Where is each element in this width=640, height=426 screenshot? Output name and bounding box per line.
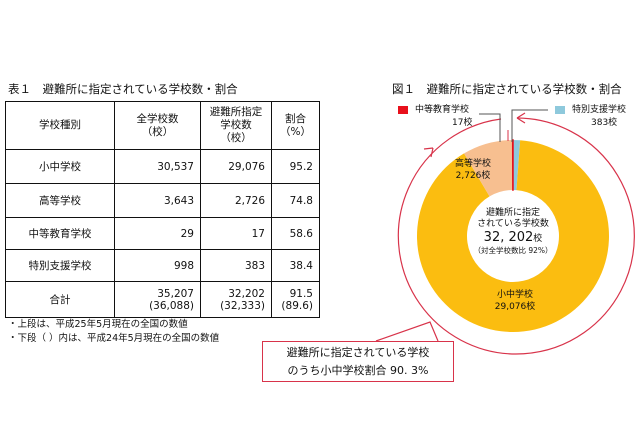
header-total: 全学校数 （校） xyxy=(114,101,201,150)
header-ratio: 割合 （%） xyxy=(271,101,320,150)
header-designated: 避難所指定 学校数 （校） xyxy=(200,101,272,150)
center-label: 避難所に指定 されている学校数 32, 202校 （対全学校数比 92%） xyxy=(473,208,553,255)
note-2: ・下段（ ）内は、平成24年5月現在の全国の数値 xyxy=(8,333,220,344)
table-row: 中等教育学校 29 17 58.6 xyxy=(5,217,320,250)
donut-slice-0 xyxy=(513,140,521,191)
note-1: ・上段は、平成25年5月現在の全国の数値 xyxy=(8,319,188,330)
ratio-arc xyxy=(397,117,635,355)
table-row: 小中学校 30,537 29,076 95.2 xyxy=(5,149,320,184)
label-shochu: 小中学校 29,076校 xyxy=(494,290,536,312)
leader-chuto xyxy=(479,113,501,142)
leader-tokubetsu xyxy=(511,109,548,142)
label-tokubetsu-name: 特別支援学校 xyxy=(572,105,627,115)
legend-swatch-tokubetsu xyxy=(555,106,565,114)
chart-title: 図１ 避難所に指定されている学校数・割合 xyxy=(392,82,622,96)
label-chuto-name: 中等教育学校 xyxy=(415,105,470,115)
table-title: 表１ 避難所に指定されている学校数・割合 xyxy=(8,82,238,96)
legend-swatch-chuto xyxy=(398,106,408,114)
arc-arrowhead-right xyxy=(516,112,526,124)
donut-slice-2 xyxy=(464,140,513,197)
header-type: 学校種別 xyxy=(5,101,115,150)
table-header-row: 学校種別 全学校数 （校） 避難所指定 学校数 （校） 割合 （%） xyxy=(5,101,320,150)
donut-slice-1 xyxy=(416,140,609,333)
label-chuto-value: 17校 xyxy=(452,118,473,128)
table-total-row: 合計 35,207 (36,088) 32,202 (32,333) 91.5 (89… xyxy=(5,281,320,318)
table-row: 高等学校 3,643 2,726 74.8 xyxy=(5,183,320,218)
label-tokubetsu-value: 383校 xyxy=(591,118,618,128)
callout-box: 避難所に指定されている学校 のうち小中学校割合 90. 3% xyxy=(262,341,454,382)
arc-arrowhead-left xyxy=(423,147,434,158)
label-koto: 高等学校 2,726校 xyxy=(455,159,492,181)
callout-pointer xyxy=(375,321,439,342)
schools-table: 学校種別 全学校数 （校） 避難所指定 学校数 （校） 割合 （%） 小中学校 30,53… xyxy=(5,101,320,318)
